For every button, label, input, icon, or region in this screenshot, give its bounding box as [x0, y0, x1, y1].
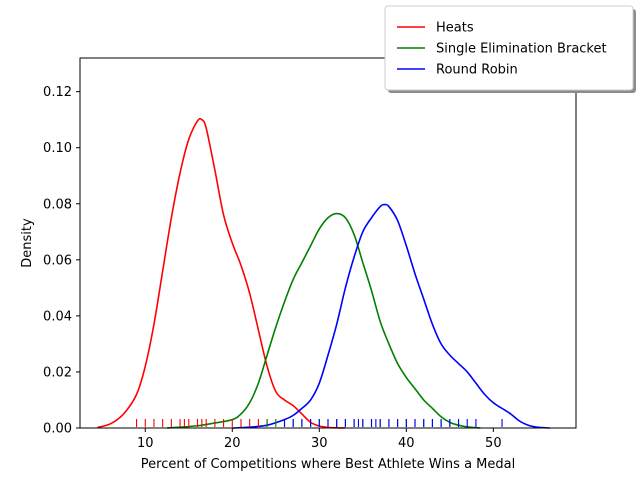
y-tick-label-4: 0.08: [43, 197, 72, 212]
plot-frame: [79, 57, 577, 429]
series-line-2: [232, 203, 550, 429]
x-tick-label-4: 50: [485, 436, 502, 451]
x-axis: 10 20 30 40 50: [137, 428, 502, 451]
y-tick-label-6: 0.12: [43, 85, 72, 100]
y-tick-label-0: 0.00: [43, 422, 72, 437]
plot-lines: [97, 117, 550, 429]
series-line-0: [97, 117, 346, 429]
y-tick-label-1: 0.02: [43, 365, 72, 380]
y-tick-label-3: 0.06: [43, 253, 72, 268]
x-tick-label-1: 20: [224, 436, 241, 451]
y-axis: 0.00 0.02 0.04 0.06 0.08 0.10 0.12: [43, 85, 80, 437]
series-line-1: [166, 212, 481, 429]
legend-box: [384, 5, 634, 91]
y-axis-label: Density: [20, 218, 35, 268]
legend-label-0: Heats: [436, 21, 474, 36]
y-tick-label-2: 0.04: [43, 309, 72, 324]
legend: Heats Single Elimination Bracket Round Rob…: [384, 5, 636, 93]
x-tick-label-0: 10: [137, 436, 154, 451]
legend-label-1: Single Elimination Bracket: [436, 42, 607, 57]
x-tick-label-3: 40: [398, 436, 415, 451]
y-tick-label-5: 0.10: [43, 141, 72, 156]
legend-label-2: Round Robin: [436, 63, 518, 78]
x-axis-label: Percent of Competitions where Best Athle…: [141, 457, 515, 472]
x-tick-label-2: 30: [311, 436, 328, 451]
rug-marks: [136, 419, 503, 427]
